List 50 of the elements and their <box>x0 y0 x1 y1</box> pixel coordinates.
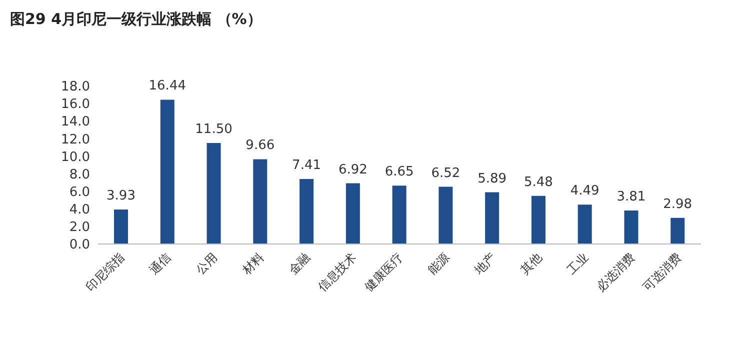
data-label: 6.65 <box>384 164 414 180</box>
bar <box>578 204 592 244</box>
bar <box>624 210 638 244</box>
bar <box>160 100 174 244</box>
y-tick-label: 8.0 <box>69 167 90 182</box>
data-label: 7.41 <box>292 158 322 173</box>
y-tick-label: 10.0 <box>61 150 90 165</box>
chart-title: 图29 4月印尼一级行业涨跌幅 （%） <box>10 10 262 29</box>
y-tick-label: 0.0 <box>69 238 90 253</box>
y-tick-label: 14.0 <box>61 114 90 130</box>
x-tick-label: 工业 <box>564 250 592 278</box>
x-tick-label: 通信 <box>146 250 174 278</box>
y-tick-label: 2.0 <box>69 220 90 236</box>
bar <box>253 159 268 244</box>
bar <box>114 210 128 244</box>
data-label: 3.81 <box>616 190 646 205</box>
data-label: 4.49 <box>570 184 600 199</box>
y-tick-label: 6.0 <box>69 184 90 200</box>
bar <box>670 218 685 244</box>
bar <box>392 186 406 244</box>
x-tick-label: 能源 <box>425 250 452 278</box>
x-tick-label: 材料 <box>238 250 266 278</box>
data-label: 11.50 <box>195 122 232 138</box>
x-tick-label: 公用 <box>193 250 220 278</box>
y-tick-label: 4.0 <box>69 202 90 218</box>
data-label: 2.98 <box>663 196 692 212</box>
bar <box>438 186 453 244</box>
y-tick-label: 12.0 <box>61 132 90 148</box>
x-tick-label: 地产 <box>470 250 498 278</box>
data-label: 9.66 <box>246 138 275 154</box>
y-tick-label: 18.0 <box>61 80 90 95</box>
x-tick-label: 信息技术 <box>315 250 360 294</box>
bar <box>206 143 221 244</box>
data-label: 5.89 <box>478 171 507 186</box>
bar <box>485 192 500 244</box>
x-tick-label: 印尼综指 <box>83 250 128 294</box>
bar <box>300 178 314 244</box>
x-tick-label: 其他 <box>518 250 545 278</box>
data-label: 3.93 <box>106 188 136 204</box>
data-label: 5.48 <box>524 174 553 190</box>
y-tick-label: 16.0 <box>61 97 90 112</box>
x-tick-label: 健康医疗 <box>362 250 406 294</box>
x-tick-label: 可选消费 <box>640 250 684 294</box>
bar <box>346 183 360 244</box>
data-label: 16.44 <box>148 78 186 94</box>
bar <box>531 196 546 244</box>
data-label: 6.52 <box>431 166 460 181</box>
data-label: 6.92 <box>338 162 368 178</box>
x-tick-label: 必选消费 <box>594 250 638 294</box>
x-tick-label: 金融 <box>286 250 313 278</box>
